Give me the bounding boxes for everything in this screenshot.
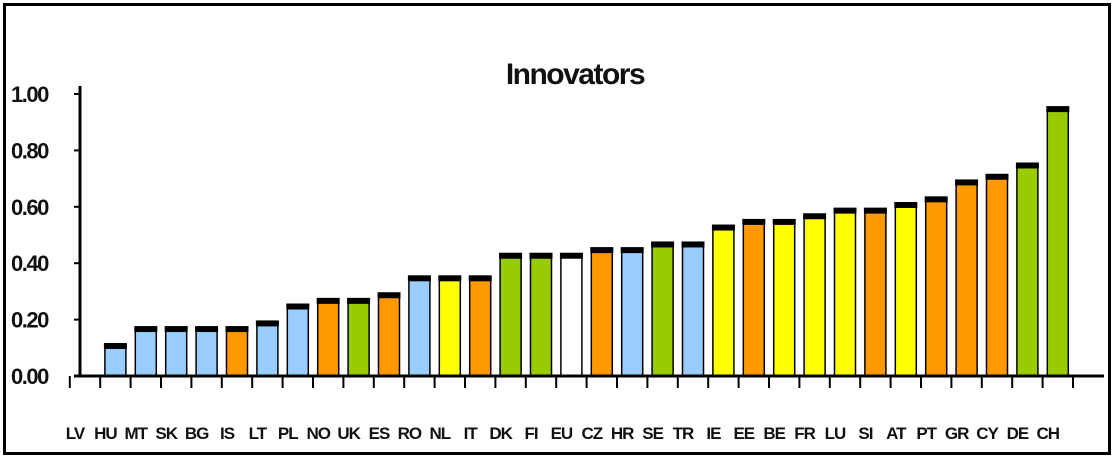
x-tick-label-se: SE	[642, 424, 663, 443]
x-tick-label-no: NO	[306, 424, 330, 443]
bar-bg	[195, 326, 219, 377]
bar-tr	[681, 241, 705, 377]
x-tick-label-it: IT	[464, 424, 479, 443]
y-tick-labels: 0.00 0.20 0.40 0.60 0.80 1.00	[11, 82, 51, 389]
bar-ee	[742, 218, 766, 377]
x-tick-label-cz: CZ	[581, 424, 602, 443]
bar-uk	[347, 297, 371, 377]
x-tick-label-pl: PL	[278, 424, 298, 443]
y-tick-label: 0.60	[11, 195, 49, 220]
bar-at	[894, 201, 918, 377]
innovators-bar-chart: Innovators 0.00 0.20 0.40 0.60 0.80 1.00 LV HU…	[11, 58, 1104, 443]
x-tick-labels: LV HU MT SK BG IS LT PL NO UK ES RO NL IT DK FI EU CZ HR SE…	[66, 424, 1061, 443]
bar-it	[468, 275, 492, 377]
x-tick-label-lu: LU	[825, 424, 846, 443]
x-tick-label-lv: LV	[66, 424, 86, 443]
x-tick-label-tr: TR	[673, 424, 694, 443]
y-tick-label: 0.80	[11, 138, 49, 163]
x-tick-label-ie: IE	[706, 424, 721, 443]
bar-no	[316, 297, 340, 377]
x-tick-label-eu: EU	[551, 424, 573, 443]
bar-ro	[407, 275, 431, 377]
bar-de	[1015, 162, 1039, 377]
y-tick-label: 1.00	[11, 82, 49, 107]
x-tick-label-de: DE	[1007, 424, 1029, 443]
x-tick-label-ch: CH	[1037, 424, 1060, 443]
y-tick-label: 0.40	[11, 251, 49, 276]
bar-is	[225, 326, 249, 377]
chart-title: Innovators	[506, 58, 645, 91]
bar-eu	[559, 252, 583, 377]
x-tick-label-ro: RO	[398, 424, 422, 443]
bar-si	[863, 207, 887, 377]
y-tick-label: 0.00	[11, 364, 49, 389]
bar-dk	[499, 252, 523, 377]
x-tick-label-nl: NL	[429, 424, 450, 443]
bar-fr	[803, 213, 827, 377]
bar-sk	[164, 326, 188, 377]
x-tick-label-lt: LT	[249, 424, 268, 443]
x-tick-label-pt: PT	[916, 424, 937, 443]
bar-ch	[1046, 106, 1070, 377]
x-tick-label-cy: CY	[976, 424, 999, 443]
x-tick-label-uk: UK	[337, 424, 361, 443]
bar-fi	[529, 252, 553, 377]
bar-cy	[985, 173, 1009, 377]
bar-pt	[924, 196, 948, 377]
x-tick-label-hu: HU	[94, 424, 117, 443]
y-tick-label: 0.20	[11, 308, 49, 333]
x-tick-label-fr: FR	[794, 424, 815, 443]
axes-group	[68, 86, 1104, 388]
x-tick-label-sk: SK	[155, 424, 178, 443]
chart-frame: Innovators 0.00 0.20 0.40 0.60 0.80 1.00 LV HU…	[3, 3, 1111, 455]
bar-pl	[286, 303, 310, 377]
x-tick-label-si: SI	[858, 424, 872, 443]
x-tick-label-fi: FI	[524, 424, 537, 443]
x-tick-label-hr: HR	[611, 424, 634, 443]
bar-gr	[955, 179, 979, 377]
bar-se	[651, 241, 675, 377]
bar-be	[772, 218, 796, 377]
x-tick-label-ee: EE	[733, 424, 754, 443]
bar-cz	[590, 247, 614, 377]
x-tick-label-is: IS	[220, 424, 235, 443]
bar-nl	[438, 275, 462, 377]
bar-hr	[620, 247, 644, 377]
bar-es	[377, 292, 401, 377]
bar-mt	[134, 326, 158, 377]
bar-ie	[711, 224, 735, 377]
x-tick-label-bg: BG	[185, 424, 209, 443]
bar-lt	[255, 320, 279, 377]
x-tick-label-es: ES	[369, 424, 390, 443]
bar-lu	[833, 207, 857, 377]
x-tick-label-be: BE	[763, 424, 785, 443]
x-tick-label-gr: GR	[945, 424, 969, 443]
x-tick-label-at: AT	[886, 424, 907, 443]
bars-group	[103, 106, 1070, 377]
bar-hu	[103, 342, 127, 377]
x-tick-label-dk: DK	[489, 424, 513, 443]
x-tick-label-mt: MT	[125, 424, 149, 443]
